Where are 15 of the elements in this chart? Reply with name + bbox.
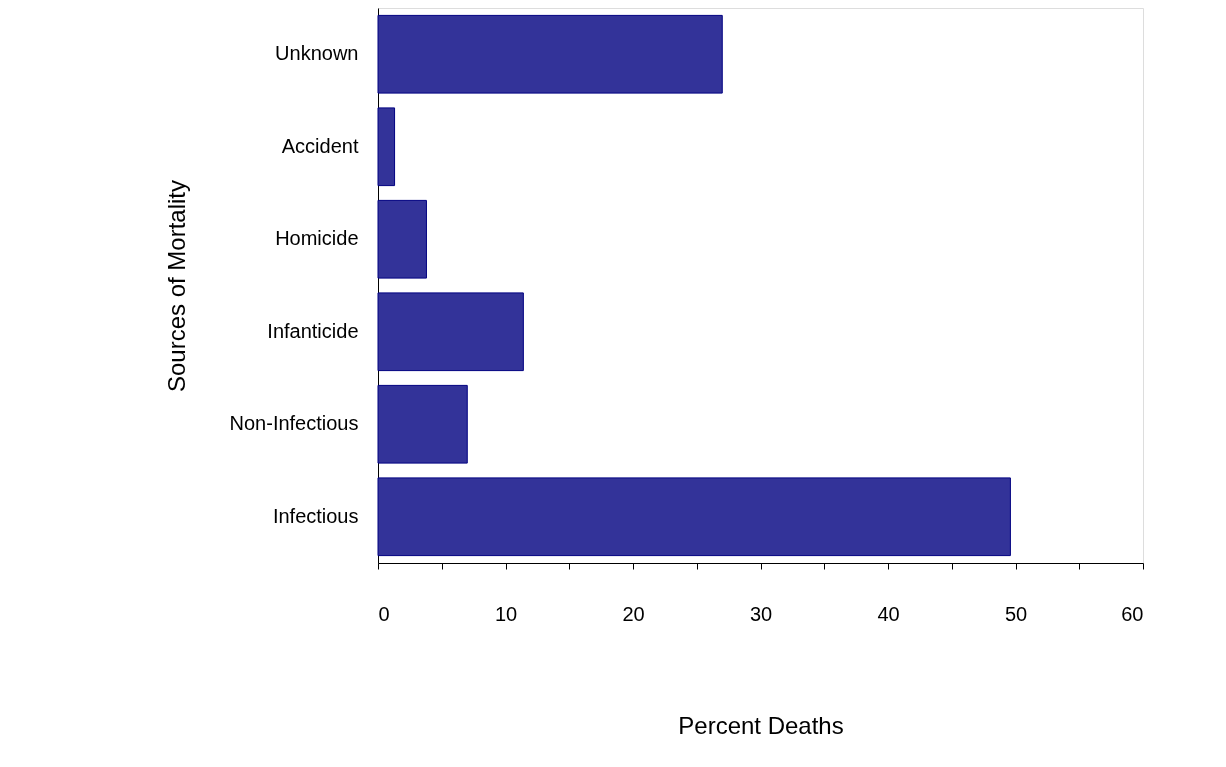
y-tick-label: Accident — [281, 134, 359, 157]
x-tick-label: 30 — [749, 602, 773, 625]
x-tick-label: 10 — [494, 602, 518, 625]
y-tick-label: Non-Infectious — [229, 412, 359, 435]
x-tick-label: 0 — [378, 602, 390, 625]
x-axis-title: Percent Deaths — [678, 711, 844, 739]
y-tick-label: Unknown — [275, 42, 359, 65]
x-tick-label: 40 — [877, 602, 900, 625]
y-axis-title: Sources of Mortality — [162, 179, 190, 393]
y-tick-label: Infectious — [272, 504, 359, 527]
x-tick-label: 20 — [622, 602, 645, 625]
x-tick-label: 50 — [1004, 602, 1028, 625]
y-tick-label: Infanticide — [267, 319, 359, 342]
x-tick-label: 60 — [1121, 602, 1144, 625]
y-tick-label: Homicide — [275, 227, 359, 250]
